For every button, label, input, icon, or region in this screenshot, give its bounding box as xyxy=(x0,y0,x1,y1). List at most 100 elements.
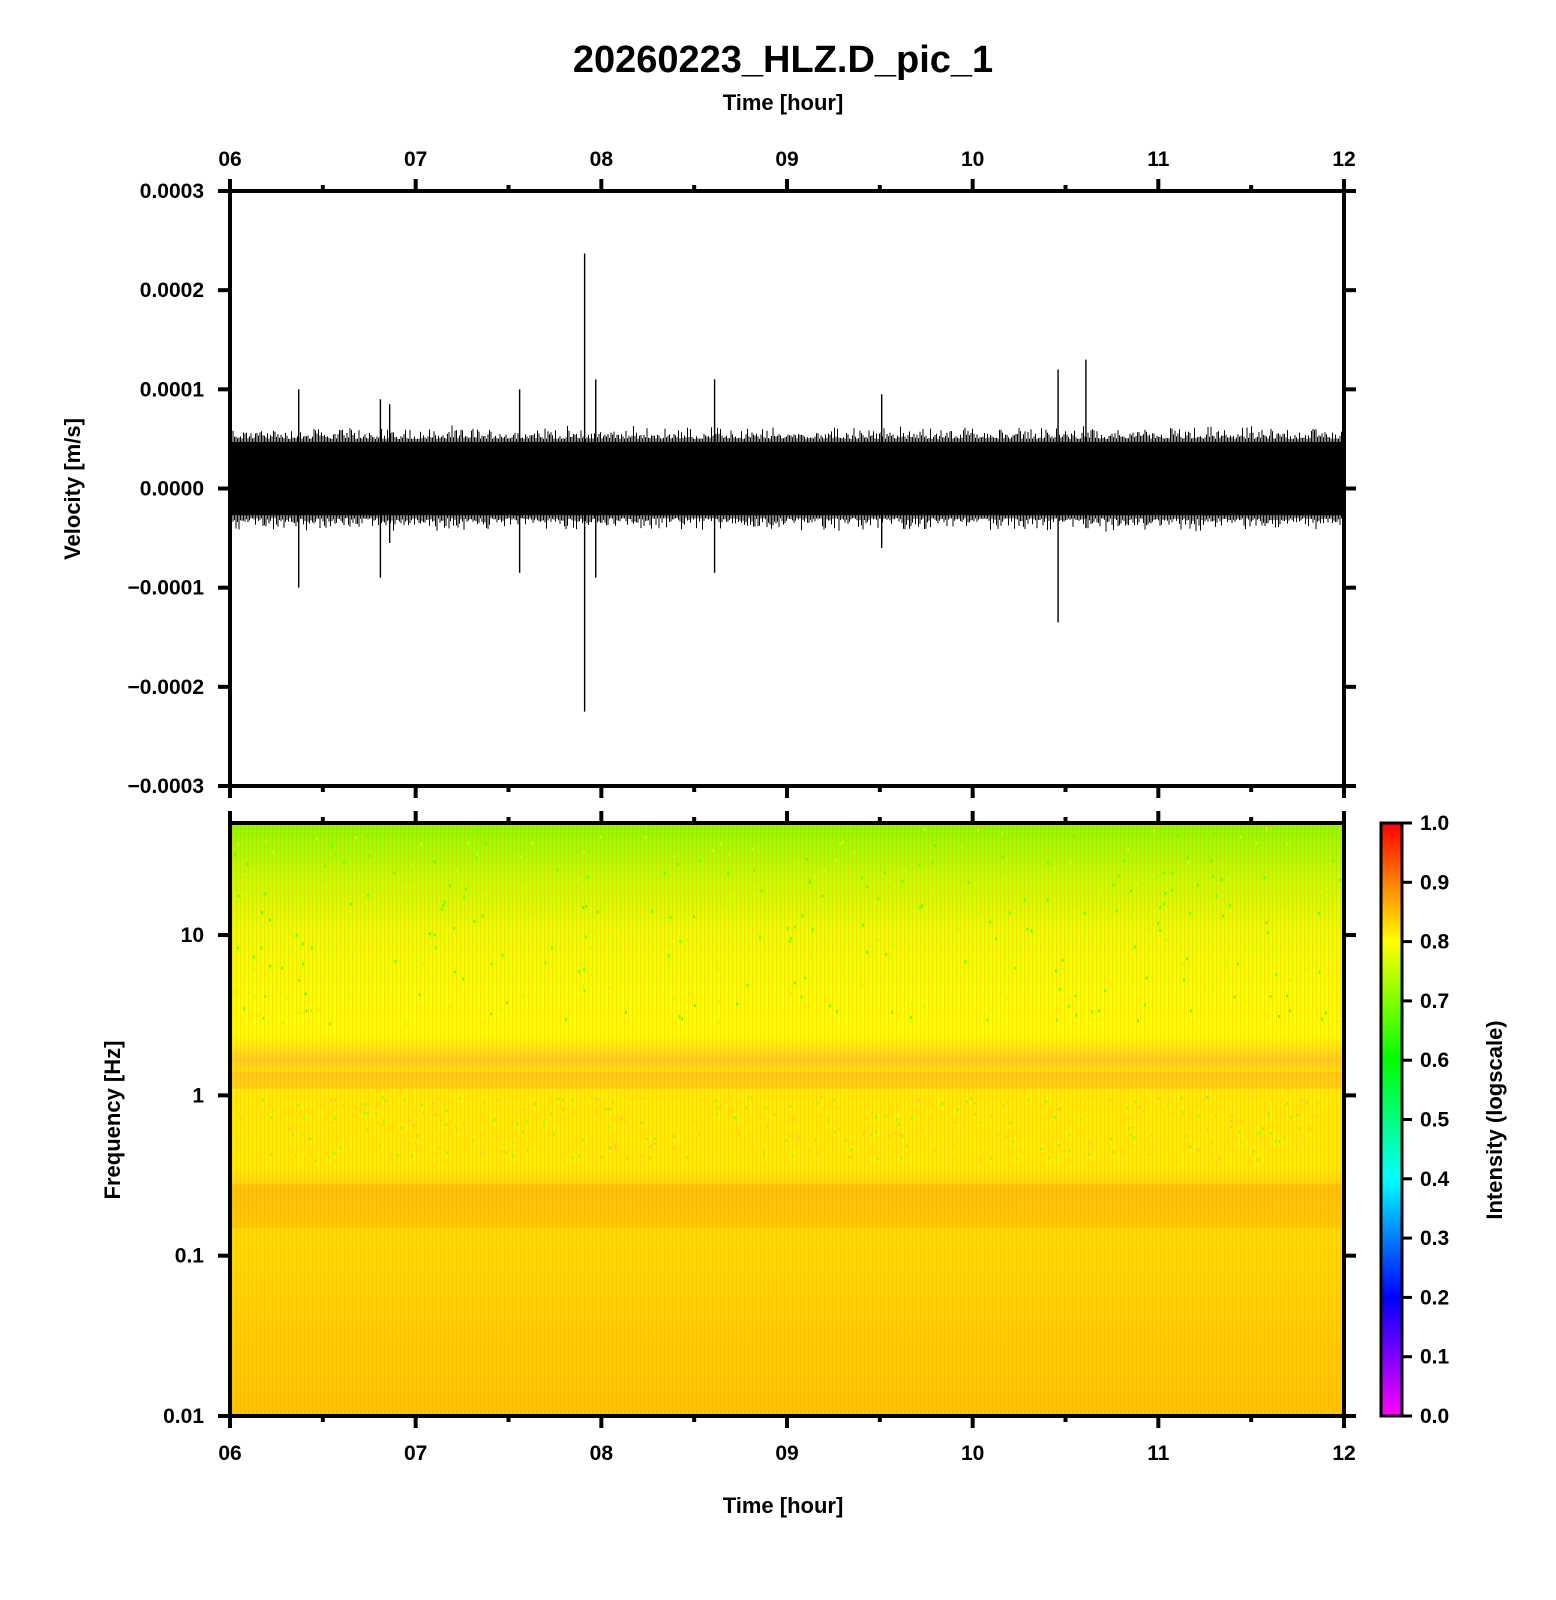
spectrogram-speckle xyxy=(490,1012,493,1016)
spectrogram-speckle xyxy=(610,880,613,884)
spectrogram-speckle xyxy=(1309,1128,1312,1132)
spectrogram-speckle xyxy=(273,922,276,926)
spectrogram-speckle xyxy=(1261,1135,1264,1139)
colorbar-ticks: 0.0 0.1 0.2 0.3 0.4 0.5 0.6 0.7 0.8 0.9 1.0 xyxy=(1402,812,1450,1428)
spectrogram-speckle xyxy=(1210,1140,1213,1144)
spectrogram-speckle xyxy=(954,1121,956,1125)
velocity-plot xyxy=(229,253,1344,712)
spectrogram-speckle xyxy=(360,1103,363,1107)
spectrogram-speckle xyxy=(531,841,534,845)
spectrogram-speckle xyxy=(1175,1158,1178,1162)
spectrogram-speckle xyxy=(1007,956,1010,960)
spectrogram-speckle xyxy=(1148,1153,1151,1157)
spectrogram-speckle xyxy=(931,1130,933,1134)
spectrogram-speckle xyxy=(1090,1010,1093,1014)
spectrogram-speckle xyxy=(989,1156,992,1160)
spectrogram-speckle xyxy=(396,945,399,949)
spectrogram-speckle xyxy=(384,1099,387,1103)
spectrogram-speckle xyxy=(931,890,934,894)
spectrogram-speckle xyxy=(443,900,446,904)
spectrogram-speckle xyxy=(712,849,715,853)
spectrogram-speckle xyxy=(434,946,437,950)
spectrogram-speckle xyxy=(673,1146,676,1150)
spectrogram-speckle xyxy=(673,998,676,1002)
spectrogram-speckle xyxy=(716,967,719,971)
spectrogram-speckle xyxy=(1047,861,1050,865)
spectrogram-speckle xyxy=(586,875,589,879)
spectrogram-speckle xyxy=(650,881,653,885)
spectrogram-speckle xyxy=(1278,1015,1281,1018)
spectrogram-speckle xyxy=(808,1148,811,1152)
spectrogram-speckle xyxy=(766,1124,769,1128)
spectrogram-band xyxy=(230,1183,1344,1228)
spectrogram-speckle xyxy=(1061,958,1064,962)
spectrogram-speckle xyxy=(1053,866,1056,870)
spectrogram-speckle xyxy=(418,993,421,997)
spectrogram-speckle xyxy=(367,893,370,897)
spectrogram-speckle xyxy=(957,928,960,931)
spectrogram-speckle xyxy=(723,908,726,912)
spectrogram-speckle xyxy=(281,966,284,970)
velocity-y-tick-label: −0.0003 xyxy=(128,775,205,798)
spectrogram-speckle xyxy=(1104,989,1107,993)
spectrogram-speckle xyxy=(1113,1150,1115,1154)
spectrogram-speckle xyxy=(679,939,682,943)
spectrogram-speckle xyxy=(1286,842,1289,846)
spectrogram-speckle xyxy=(921,1126,924,1130)
spectrogram-speckle xyxy=(1002,1103,1005,1107)
spectrogram-speckle xyxy=(1132,978,1135,982)
spectrogram-speckle xyxy=(355,836,358,840)
spectrogram-speckle xyxy=(1185,1134,1188,1138)
spectrogram-speckle xyxy=(991,1007,994,1011)
spectrogram-speckle xyxy=(562,1107,565,1111)
spectrogram-speckle xyxy=(796,862,799,866)
spectrogram-speckle xyxy=(1012,1139,1015,1143)
spectrogram-speckle xyxy=(827,1118,830,1122)
spectrogram-speckle xyxy=(1206,1127,1209,1131)
spectrogram-speckle xyxy=(679,1017,682,1021)
spectrogram-speckle xyxy=(1187,861,1190,864)
spectrogram-speckle xyxy=(1098,887,1101,891)
spectrogram-speckle xyxy=(752,885,755,889)
spectrogram-speckle xyxy=(501,953,504,957)
spectrogram-speckle xyxy=(516,1122,519,1126)
spectrogram-speckle xyxy=(1064,1148,1067,1152)
spectrogram-speckle xyxy=(519,855,522,859)
spectrogram-speckle xyxy=(644,836,647,840)
spectrogram-speckle xyxy=(649,1144,652,1148)
velocity-y-tick-label: 0.0000 xyxy=(140,478,204,501)
spectrogram-speckle xyxy=(714,1099,717,1103)
spectrogram-speckle xyxy=(789,1104,792,1108)
spectrogram-speckle xyxy=(1167,1103,1170,1107)
spectrogram-speckle xyxy=(1296,1113,1299,1117)
spectrogram-speckle xyxy=(333,1152,336,1155)
x-tick-label-bottom: 12 xyxy=(1332,1442,1355,1465)
spectrogram-speckle xyxy=(910,1002,913,1006)
spectrogram-speckle xyxy=(1180,1096,1183,1100)
spectrogram-speckle xyxy=(1257,1131,1260,1135)
spectrogram-speckle xyxy=(398,896,401,900)
spectrogram-speckle xyxy=(519,1107,522,1111)
spectrogram-speckle xyxy=(575,878,578,882)
spectrogram-speckle xyxy=(476,830,479,834)
spectrogram-speckle xyxy=(342,1104,345,1108)
spectrogram-speckle xyxy=(1174,873,1177,877)
spectrogram-speckle xyxy=(1259,1130,1262,1134)
spectrogram-speckle xyxy=(1008,911,1011,915)
spectrogram-speckle xyxy=(729,1095,732,1099)
spectrogram-speckle xyxy=(437,1145,440,1149)
spectrogram-speckles xyxy=(230,827,1344,1228)
spectrogram-speckle xyxy=(817,1151,819,1154)
spectrogram-speckle xyxy=(823,1107,826,1111)
x-tick-label-bottom: 08 xyxy=(590,1442,614,1465)
spectrogram-speckle xyxy=(1068,1149,1071,1153)
spectrogram-speckle xyxy=(891,1010,894,1014)
spectrogram-speckle xyxy=(364,1102,367,1106)
spectrogram-speckle xyxy=(270,1116,273,1119)
spectrogram-speckle xyxy=(847,974,850,978)
spectrogram-speckle xyxy=(1215,894,1218,898)
spectrogram-speckle xyxy=(323,864,326,868)
spectrogram-speckle xyxy=(442,904,445,907)
spectrogram-speckle xyxy=(1044,1099,1047,1103)
spectrogram-speckle xyxy=(765,1106,768,1110)
